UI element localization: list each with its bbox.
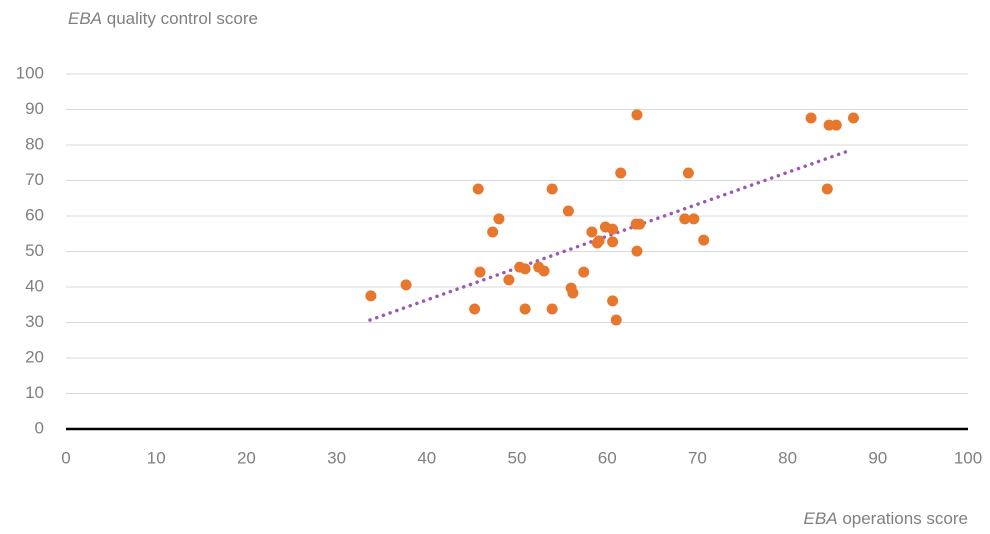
point [682,167,694,179]
x-tick-label: 100 [954,448,982,467]
x-tick-label: 50 [508,448,527,467]
point [847,112,859,124]
point [698,234,710,246]
point [493,213,505,225]
y-tick-label: 20 [25,347,44,366]
x-tick-label: 30 [327,448,346,467]
point [821,183,833,195]
x-tick-label: 80 [778,448,797,467]
point [578,266,590,278]
x-tick-label: 90 [868,448,887,467]
point [472,183,484,195]
x-tick-label: 70 [688,448,707,467]
y-axis-label-text: quality control score [107,9,258,28]
point [679,213,691,225]
y-tick-label: 30 [25,312,44,331]
point [593,235,605,247]
y-tick-label: 70 [25,170,44,189]
y-tick-label: 100 [16,63,44,82]
y-tick-label: 80 [25,134,44,153]
x-tick-label: 0 [61,448,70,467]
point [469,303,481,315]
point [830,119,842,131]
x-tick-label: 60 [598,448,617,467]
point [634,218,646,230]
point [546,183,558,195]
point [805,112,817,124]
y-tick-label: 0 [35,418,44,437]
point [400,279,412,291]
x-tick-label: 10 [147,448,166,467]
point [519,303,531,315]
x-tick-label: 40 [417,448,436,467]
point [503,274,515,286]
y-tick-label: 50 [25,241,44,260]
point [567,287,579,299]
point [474,266,486,278]
point [538,265,550,277]
point [365,290,377,302]
x-axis-label-emphasis: EBA [804,509,838,528]
y-axis-label: EBA quality control score [68,9,258,28]
point [607,223,619,235]
y-tick-label: 40 [25,276,44,295]
y-tick-label: 90 [25,99,44,118]
point [631,109,643,121]
x-axis-label-text: operations score [842,509,968,528]
point [607,295,619,307]
y-tick-label: 10 [25,383,44,402]
point [610,314,622,326]
point [607,236,619,248]
point [688,213,700,225]
point [562,205,574,217]
y-axis-label-emphasis: EBA [68,9,102,28]
point [631,245,643,257]
y-tick-label: 60 [25,205,44,224]
point [487,226,499,238]
point [546,303,558,315]
x-axis-label: EBA operations score [804,509,968,528]
point [519,263,531,275]
point [615,167,627,179]
point [586,226,598,238]
x-tick-label: 20 [237,448,256,467]
trendline [368,149,850,322]
